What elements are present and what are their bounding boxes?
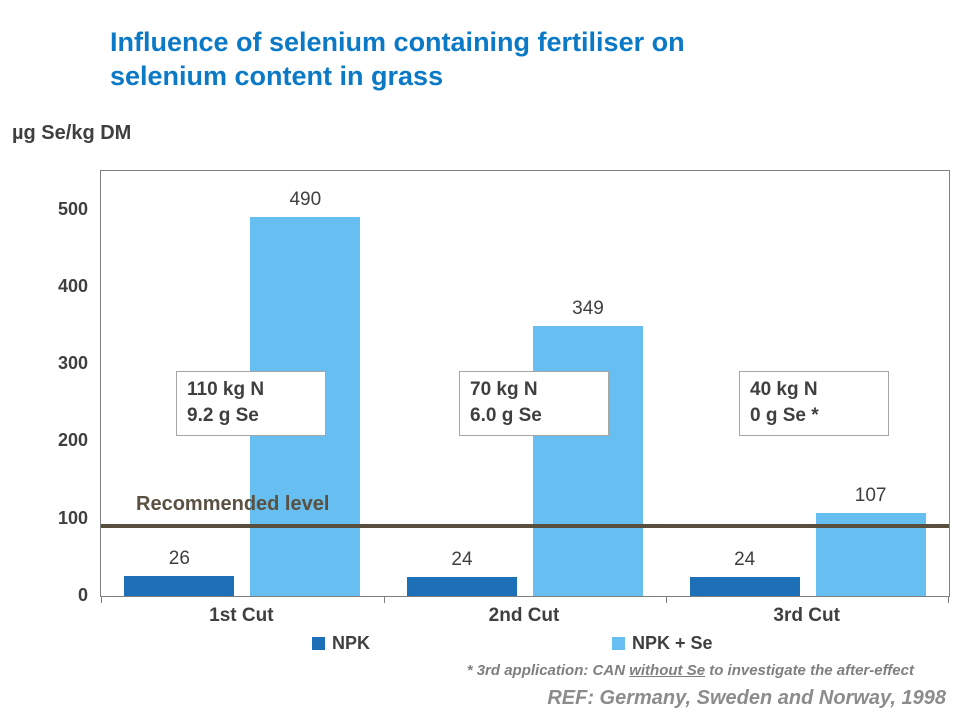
y-tick-label: 0 bbox=[77, 585, 88, 605]
y-tick-label: 500 bbox=[57, 198, 88, 219]
x-tick-label: 1st Cut bbox=[209, 605, 274, 626]
plot-area: Recommended level 110 kg N 9.2 g Se 70 k… bbox=[100, 170, 950, 603]
x-axis-tick-mark bbox=[948, 596, 949, 603]
recommended-level-label: Recommended level bbox=[136, 493, 330, 516]
annotation-box-3rd-cut: 40 kg N 0 g Se * bbox=[739, 371, 889, 437]
legend-label: NPK bbox=[332, 633, 371, 653]
annotation-line: 110 kg N bbox=[187, 379, 265, 400]
footnote-underlined: without Se bbox=[629, 662, 706, 679]
y-tick-label: 300 bbox=[57, 353, 88, 374]
annotation-line: 40 kg N bbox=[750, 379, 818, 400]
bar-value-label: 490 bbox=[289, 189, 322, 211]
annotation-line: 9.2 g Se bbox=[187, 404, 259, 426]
page-title: Influence of selenium containing fertili… bbox=[110, 26, 810, 94]
annotation-line: 6.0 g Se bbox=[470, 404, 542, 426]
x-axis-tick-mark bbox=[383, 596, 385, 603]
bar-value-label: 107 bbox=[854, 485, 887, 507]
footnote: * 3rd application: CAN without Se to inv… bbox=[467, 662, 914, 679]
bar-value-label: 24 bbox=[451, 549, 473, 571]
x-axis-labels: 1st Cut 2nd Cut 3rd Cut bbox=[100, 605, 948, 631]
bar-value-label: 349 bbox=[572, 298, 604, 320]
y-axis: 0 100 200 300 400 500 bbox=[28, 170, 88, 605]
bar-npk bbox=[689, 577, 800, 596]
legend-item-npk-se: NPK + Se bbox=[612, 633, 713, 654]
page-title-line2: selenium content in grass bbox=[110, 60, 444, 91]
legend-item-npk: NPK bbox=[312, 633, 370, 654]
chart-legend: NPK NPK + Se bbox=[100, 633, 948, 657]
legend-swatch bbox=[612, 637, 625, 650]
annotation-line: 0 g Se * bbox=[750, 404, 819, 426]
x-tick-label: 2nd Cut bbox=[488, 605, 560, 626]
y-tick-label: 400 bbox=[57, 275, 88, 296]
x-tick-label: 3rd Cut bbox=[773, 605, 840, 626]
legend-swatch bbox=[312, 637, 325, 650]
footnote-prefix: * 3rd application: CAN bbox=[466, 662, 630, 679]
page-title-line1: Influence of selenium containing fertili… bbox=[110, 27, 685, 57]
recommended-level-line bbox=[101, 524, 949, 529]
bar-value-label: 24 bbox=[734, 549, 756, 571]
annotation-line: 70 kg N bbox=[470, 379, 538, 400]
x-axis-tick-mark bbox=[666, 596, 668, 603]
y-axis-title: µg Se/kg DM bbox=[12, 122, 132, 144]
y-tick-label: 200 bbox=[57, 430, 88, 451]
footnote-suffix: to investigate the after-effect bbox=[705, 662, 914, 679]
annotation-box-1st-cut: 110 kg N 9.2 g Se bbox=[176, 371, 326, 437]
x-axis-tick-mark bbox=[101, 596, 102, 603]
bar-npk bbox=[124, 575, 235, 596]
bar-npk-se bbox=[533, 326, 643, 596]
legend-label: NPK + Se bbox=[632, 633, 713, 653]
bar-npk bbox=[407, 577, 517, 596]
annotation-box-2nd-cut: 70 kg N 6.0 g Se bbox=[459, 371, 609, 437]
bar-value-label: 26 bbox=[168, 547, 190, 569]
y-tick-label: 100 bbox=[57, 507, 88, 528]
reference-source: REF: Germany, Sweden and Norway, 1998 bbox=[547, 687, 946, 709]
